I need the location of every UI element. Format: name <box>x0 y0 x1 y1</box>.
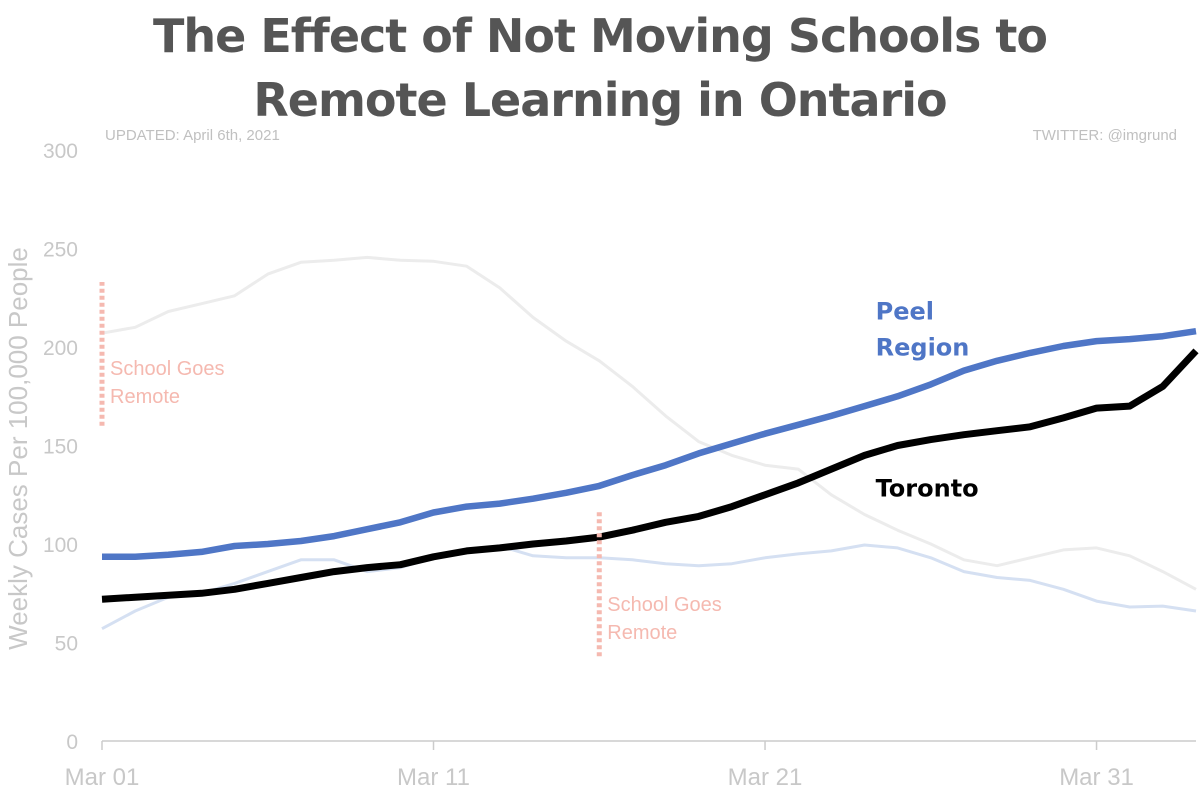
series-layer <box>101 255 1199 631</box>
series-label-peel-region-line-1: Peel <box>876 297 934 325</box>
label-layer: Peel Region Toronto <box>876 297 979 502</box>
background-series-line-3 <box>101 255 1197 591</box>
y-tick-label-300: 300 <box>43 140 78 163</box>
series-line-toronto <box>101 348 1199 603</box>
x-tick-label-mar-31: Mar 31 <box>1059 764 1134 791</box>
y-tick-label-0: 0 <box>66 731 78 754</box>
y-tick-label-150: 150 <box>43 436 78 459</box>
annotation-text-2-line-1: School Goes <box>607 594 722 616</box>
chart-title: The Effect of Not Moving Schools to Remo… <box>0 4 1200 132</box>
x-tick-label-mar-21: Mar 21 <box>728 764 803 791</box>
twitter-text: TWITTER: @imgrund <box>1033 127 1177 144</box>
annotation-text-1-line-2: Remote <box>110 386 180 408</box>
y-tick-label-50: 50 <box>55 633 78 656</box>
y-tick-label-250: 250 <box>43 239 78 262</box>
chart-title-line-1: The Effect of Not Moving Schools to <box>153 9 1048 63</box>
annotation-layer: School Goes Remote School Goes Remote <box>99 281 722 657</box>
updated-text: UPDATED: April 6th, 2021 <box>105 127 280 144</box>
y-tick-label-100: 100 <box>43 534 78 557</box>
series-label-toronto-line-1: Toronto <box>876 475 979 503</box>
x-tick-label-mar-11: Mar 11 <box>397 764 470 791</box>
background-series-line-2 <box>101 543 1197 631</box>
annotation-text-2-line-2: Remote <box>607 622 677 644</box>
axis-layer: 0 50 100 150 200 250 300 Weekly Cases Per 100,0… <box>3 140 1196 791</box>
x-tick-label-mar-01: Mar 01 <box>65 764 140 791</box>
y-axis-label: Weekly Cases Per 100,000 People <box>3 247 33 650</box>
chart-title-line-2: Remote Learning in Ontario <box>253 73 947 127</box>
series-line-peel-region <box>102 327 1197 561</box>
y-tick-label-200: 200 <box>43 337 78 360</box>
annotation-text-1-line-1: School Goes <box>110 358 225 380</box>
series-label-peel-region-line-2: Region <box>876 333 970 361</box>
